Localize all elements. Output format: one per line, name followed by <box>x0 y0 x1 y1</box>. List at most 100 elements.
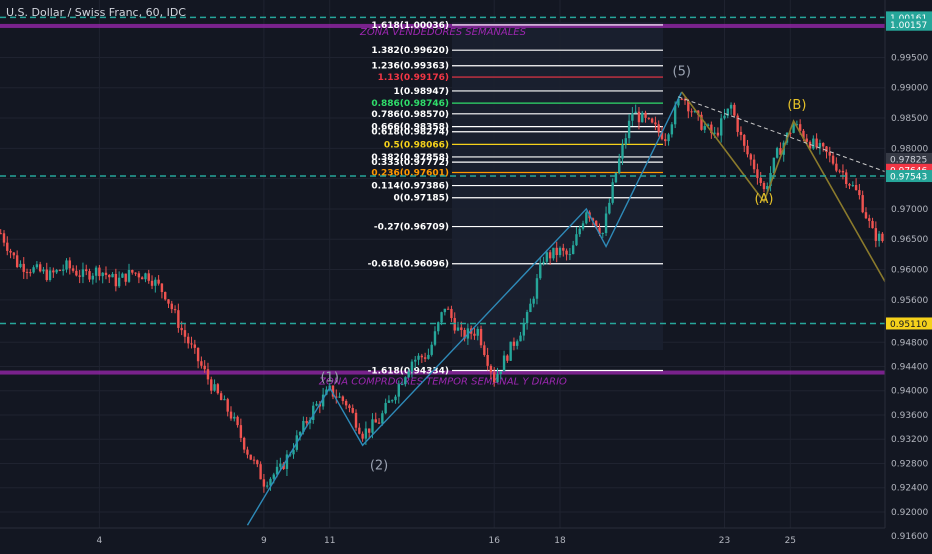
candle-body <box>391 400 394 402</box>
candle-body <box>726 108 729 116</box>
candle-body <box>397 384 400 397</box>
dashed-layer <box>0 16 885 325</box>
candle-body <box>427 354 430 359</box>
candle-body <box>690 111 693 113</box>
candle-body <box>134 272 137 274</box>
candle-body <box>749 154 753 160</box>
candle-body <box>808 141 812 149</box>
candle-body <box>285 454 289 469</box>
candle-body <box>200 361 203 366</box>
candle-body <box>585 212 588 224</box>
candle-body <box>417 355 420 360</box>
candle-body <box>805 138 808 142</box>
y-tick-label: 0.95600 <box>891 296 928 306</box>
candle-body <box>578 228 581 235</box>
candle-body <box>706 124 710 127</box>
candle-body <box>312 405 315 420</box>
price-axis-bg <box>885 0 932 550</box>
candle-body <box>611 182 614 203</box>
fib-label: 0.786(0.98570) <box>371 110 449 120</box>
candle-body <box>305 420 308 424</box>
candle-body <box>62 269 65 271</box>
candle-body <box>752 159 756 170</box>
candle-body <box>65 260 68 270</box>
candle-body <box>420 355 424 358</box>
candle-body <box>519 335 522 342</box>
y-tick-label: 0.99500 <box>891 53 928 63</box>
fib-label: 0.236(0.97601) <box>371 169 449 179</box>
candle-body <box>98 267 101 277</box>
candle-body <box>104 272 108 275</box>
candle-body <box>736 115 739 132</box>
candle-body <box>262 479 266 487</box>
candle-body <box>331 385 335 397</box>
zone-layer: ZONA VENDEDORES SEMANALES ZONA COMPRDORES… <box>0 23 885 388</box>
candle-body <box>236 416 239 426</box>
candle-body <box>667 134 670 142</box>
candle-body <box>216 384 220 394</box>
candle-body <box>440 312 443 323</box>
candle-body <box>581 223 585 229</box>
candle-body <box>394 396 397 401</box>
candle-body <box>229 411 233 419</box>
candle-body <box>404 377 407 385</box>
candle-body <box>0 233 2 235</box>
candle-body <box>114 273 118 287</box>
candle-body <box>275 466 279 475</box>
candle-body <box>558 247 562 256</box>
candle-body <box>762 182 766 190</box>
candle-body <box>203 365 206 370</box>
candle-body <box>124 273 127 282</box>
fib-label: 0.618(0.98274) <box>371 128 449 138</box>
candle-body <box>160 283 164 293</box>
candle-body <box>12 252 16 256</box>
candle-body <box>78 275 81 277</box>
candle-body <box>854 185 858 191</box>
candle-body <box>190 343 193 345</box>
wave-label: (5) <box>673 65 691 80</box>
fib-label: 0.886(0.98746) <box>371 99 449 109</box>
candle-body <box>775 148 779 158</box>
candle-body <box>387 400 391 403</box>
candle-body <box>108 274 111 278</box>
candle-body <box>565 250 568 255</box>
candle-body <box>111 273 114 278</box>
wave-label: (A) <box>754 192 773 207</box>
candle-body <box>315 403 318 406</box>
candle-body <box>575 234 578 246</box>
candle-body <box>483 345 486 355</box>
y-tick-label: 0.99000 <box>891 84 928 94</box>
candle-body <box>246 449 249 455</box>
candle-body <box>180 327 183 331</box>
fib-label: 1(0.98947) <box>394 87 449 97</box>
candle-body <box>877 233 881 241</box>
fib-label: -0.618(0.96096) <box>368 260 449 270</box>
candle-body <box>756 169 759 178</box>
candle-body <box>535 278 539 299</box>
candle-body <box>321 394 325 407</box>
candle-body <box>35 264 39 268</box>
candle-body <box>795 124 799 126</box>
candle-body <box>437 322 440 332</box>
candle-body <box>670 124 674 135</box>
candle-body <box>476 328 479 336</box>
candle-body <box>71 268 75 271</box>
candle-body <box>88 271 91 280</box>
candle-body <box>423 357 427 359</box>
candle-body <box>598 227 601 234</box>
candle-body <box>591 218 595 221</box>
candle-body <box>344 400 348 406</box>
candle-body <box>802 130 805 139</box>
candle-body <box>509 341 512 361</box>
candle-body <box>779 148 782 155</box>
candle-body <box>828 152 831 156</box>
candle-body <box>677 98 680 106</box>
candle-body <box>233 416 236 419</box>
candle-body <box>94 267 98 276</box>
candle-body <box>371 419 374 433</box>
candle-body <box>19 263 22 268</box>
candle-body <box>818 143 822 148</box>
